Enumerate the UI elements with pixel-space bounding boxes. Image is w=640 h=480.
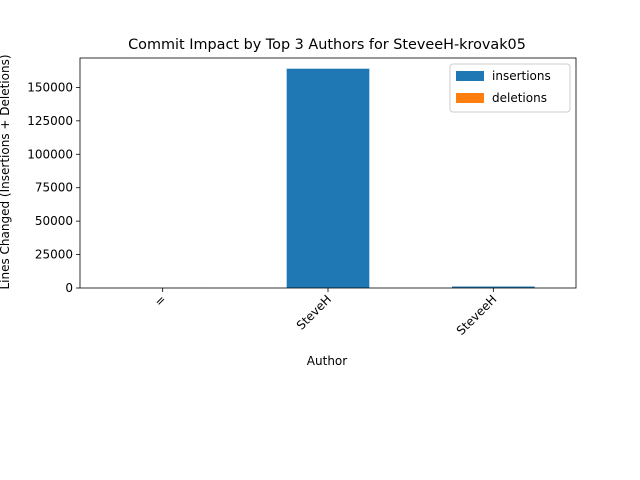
y-tick-label-4: 100000 [27,147,73,161]
legend-swatch-insertions [456,71,484,81]
x-axis-label: Author [307,354,347,368]
y-tick-label-2: 50000 [35,214,73,228]
legend-label-deletions: deletions [492,91,547,105]
bar-insertions-2 [452,286,535,288]
bar-insertions-1 [286,68,370,288]
y-tick-label-6: 150000 [27,80,73,94]
legend-swatch-deletions [456,93,484,103]
y-axis-label: Lines Changed (Insertions + Deletions) [0,54,12,289]
axes-frame [79,57,577,289]
y-tick-label-0: 0 [65,281,73,295]
y-tick-label-3: 75000 [35,181,73,195]
legend: insertions deletions [449,63,571,113]
chart-title: Commit Impact by Top 3 Authors for Steve… [128,37,526,53]
legend-label-insertions: insertions [492,69,551,83]
y-tick-label-5: 125000 [27,114,73,128]
y-tick-label-1: 25000 [35,248,73,262]
